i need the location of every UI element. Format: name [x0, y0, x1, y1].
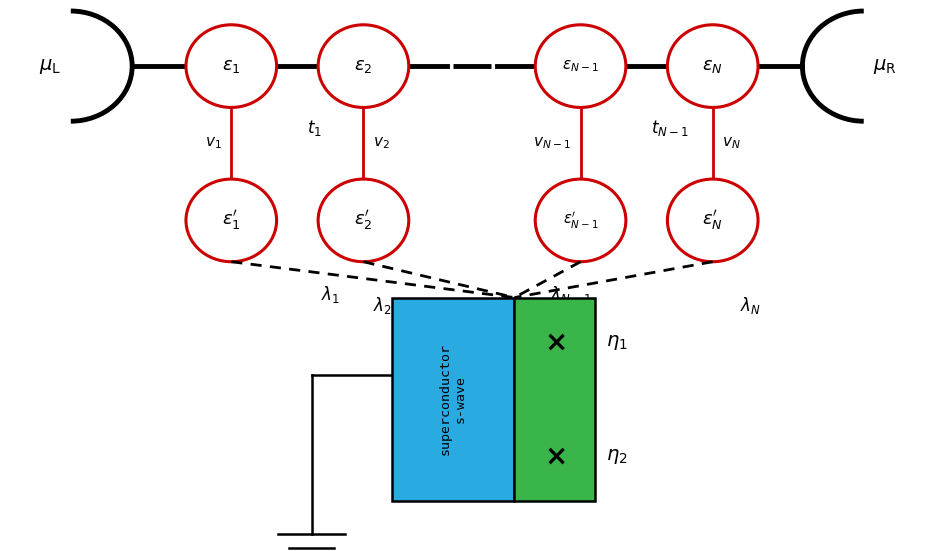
Text: $\varepsilon_1'$: $\varepsilon_1'$	[222, 208, 241, 233]
Text: $\varepsilon_N$: $\varepsilon_N$	[702, 57, 723, 75]
Ellipse shape	[535, 179, 626, 262]
Text: $\varepsilon_1$: $\varepsilon_1$	[222, 57, 241, 75]
Text: $t_1$: $t_1$	[307, 118, 322, 138]
Text: $\varepsilon_N'$: $\varepsilon_N'$	[702, 208, 723, 233]
Ellipse shape	[667, 25, 758, 107]
Text: $\lambda_1$: $\lambda_1$	[321, 284, 340, 305]
Ellipse shape	[186, 25, 277, 107]
Text: $v_1$: $v_1$	[205, 136, 222, 151]
Text: $\varepsilon_2$: $\varepsilon_2$	[354, 57, 373, 75]
Ellipse shape	[667, 179, 758, 262]
Bar	[514, 298, 595, 501]
Text: $\eta_1$: $\eta_1$	[606, 333, 628, 352]
Text: $\varepsilon_{N-1}$: $\varepsilon_{N-1}$	[562, 58, 599, 74]
Ellipse shape	[318, 179, 409, 262]
Ellipse shape	[535, 25, 626, 107]
Text: $\varepsilon_{N-1}'$: $\varepsilon_{N-1}'$	[563, 210, 598, 231]
Text: $t_{N-1}$: $t_{N-1}$	[651, 118, 689, 138]
Text: $\mathbf{\times}$: $\mathbf{\times}$	[544, 328, 565, 356]
Text: $\varepsilon_2'$: $\varepsilon_2'$	[354, 208, 373, 233]
Text: $\lambda_{N-1}$: $\lambda_{N-1}$	[550, 284, 592, 305]
Text: $\eta_2$: $\eta_2$	[606, 447, 628, 466]
Text: $v_2$: $v_2$	[373, 136, 390, 151]
Text: $\lambda_N$: $\lambda_N$	[740, 295, 761, 316]
Text: $\lambda_2$: $\lambda_2$	[373, 295, 392, 316]
Text: $\mu_\mathrm{R}$: $\mu_\mathrm{R}$	[873, 57, 897, 75]
Text: $\mathbf{\times}$: $\mathbf{\times}$	[544, 442, 565, 471]
Text: $\mu_\mathrm{L}$: $\mu_\mathrm{L}$	[40, 57, 61, 75]
Text: superconductor
s-wave: superconductor s-wave	[439, 343, 467, 456]
Text: $v_{N-1}$: $v_{N-1}$	[533, 136, 571, 151]
Ellipse shape	[318, 25, 409, 107]
Ellipse shape	[186, 179, 277, 262]
Bar	[392, 298, 514, 501]
Text: $v_N$: $v_N$	[722, 136, 741, 151]
